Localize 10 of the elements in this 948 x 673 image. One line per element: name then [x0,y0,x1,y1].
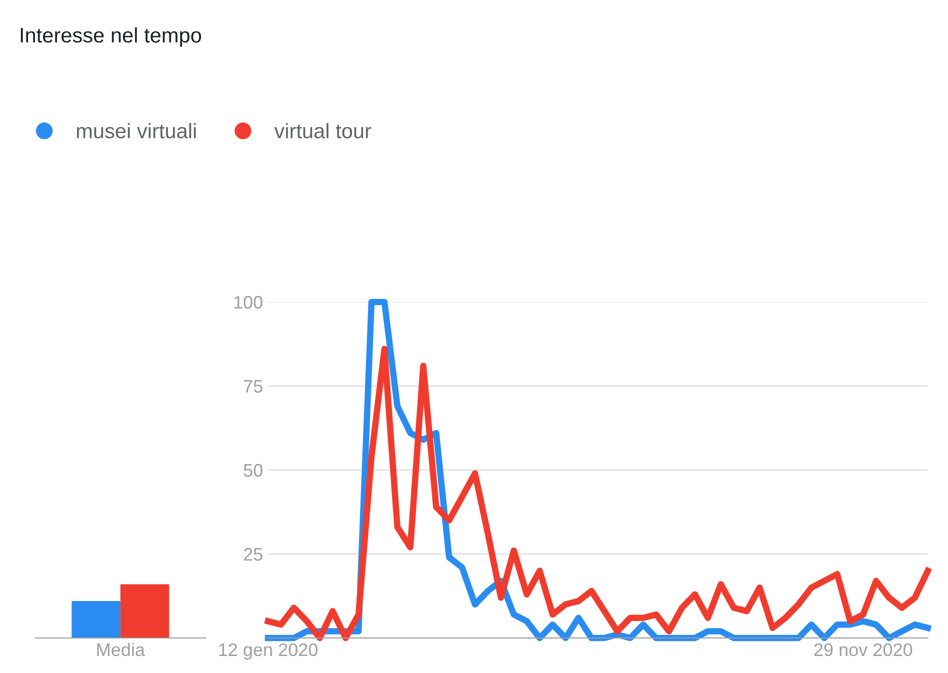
y-tick-label: 75 [244,380,262,393]
legend-label: virtual tour [274,123,372,138]
chart-title: Interesse nel tempo [20,27,202,47]
y-tick-label: 25 [244,548,262,561]
y-tick-label: 100 [234,296,262,309]
y-tick-label: 50 [244,464,262,477]
legend-label: musei virtuali [76,123,196,138]
x-tick-label: 29 nov 2020 [814,643,912,656]
x-tick-label: Media [97,642,145,656]
x-tick-label: 12 gen 2020 [219,643,318,660]
